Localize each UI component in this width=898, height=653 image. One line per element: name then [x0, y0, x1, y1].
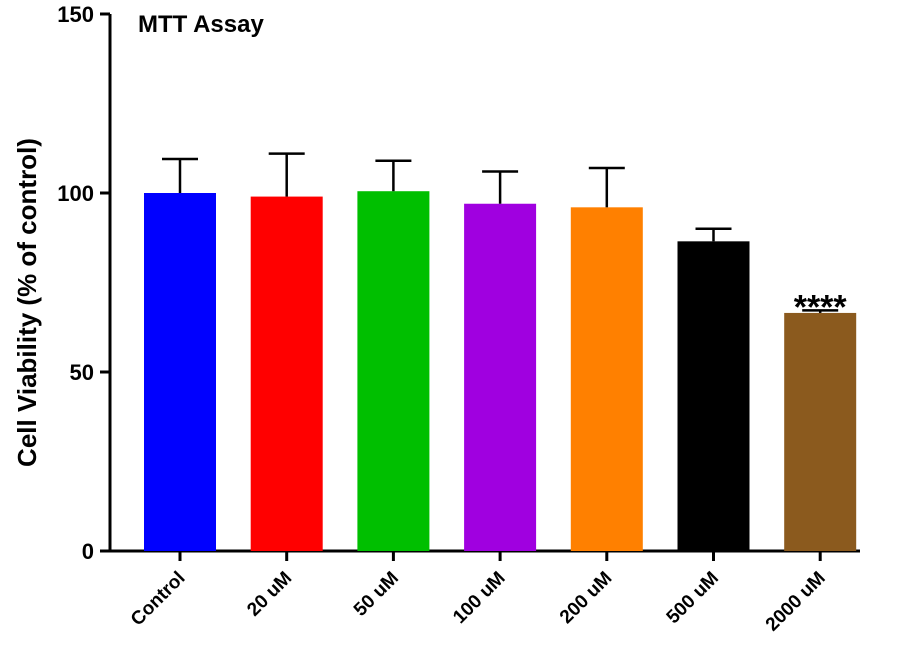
y-tick-labels: 0 50 100 150 — [57, 2, 94, 564]
bar-500-um — [677, 241, 750, 551]
x-tick-label: Control — [127, 568, 190, 631]
bar-2000-um — [784, 312, 857, 551]
x-tick-label: 50 uM — [350, 568, 403, 621]
y-axis-label: Cell Viability (% of control) — [12, 138, 42, 467]
y-tick-label: 50 — [70, 360, 94, 385]
bar-control — [144, 193, 216, 551]
x-tick-labels: Control 20 uM 50 uM 100 uM 200 uM 500 uM 2000 … — [127, 568, 830, 636]
bar-20-um — [250, 196, 323, 551]
y-tick-label: 0 — [82, 539, 94, 564]
error-bars — [162, 152, 839, 313]
y-tick-label: 150 — [57, 2, 94, 27]
x-tick-label: 20 uM — [243, 568, 296, 621]
x-tick-label: 2000 uM — [762, 568, 830, 636]
x-tick-label: 200 uM — [556, 568, 616, 628]
bar-100-um — [464, 203, 537, 552]
bars — [144, 191, 857, 552]
chart-title: MTT Assay — [138, 11, 264, 38]
annotations: **** — [794, 288, 848, 326]
x-tick-label: 100 uM — [449, 568, 509, 628]
bar-50-um — [357, 191, 430, 551]
bar-200-um — [570, 207, 643, 551]
significance-annotation: **** — [794, 288, 848, 326]
y-tick-label: 100 — [57, 181, 94, 206]
x-tick-label: 500 uM — [663, 568, 723, 628]
